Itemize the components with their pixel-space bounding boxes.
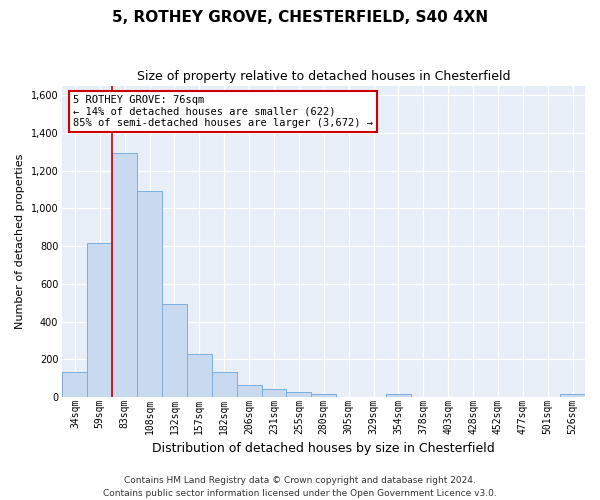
Bar (112, 152, 137, 397)
Title: Size of property relative to detached houses in Chesterfield: Size of property relative to detached ho… (137, 70, 511, 83)
Bar (286, 392, 311, 397)
Bar (212, 372, 236, 397)
X-axis label: Distribution of detached houses by size in Chesterfield: Distribution of detached houses by size … (152, 442, 495, 455)
Bar (311, 394, 336, 397)
Bar (187, 354, 212, 397)
Text: 5 ROTHEY GROVE: 76sqm
← 14% of detached houses are smaller (622)
85% of semi-det: 5 ROTHEY GROVE: 76sqm ← 14% of detached … (73, 95, 373, 128)
Bar (560, 394, 585, 397)
Text: 5, ROTHEY GROVE, CHESTERFIELD, S40 4XN: 5, ROTHEY GROVE, CHESTERFIELD, S40 4XN (112, 10, 488, 25)
Y-axis label: Number of detached properties: Number of detached properties (15, 154, 25, 329)
Bar (162, 304, 187, 397)
Bar (62, 372, 88, 397)
Bar (88, 243, 112, 397)
Text: Contains HM Land Registry data © Crown copyright and database right 2024.
Contai: Contains HM Land Registry data © Crown c… (103, 476, 497, 498)
Bar (236, 385, 262, 397)
Bar (262, 390, 286, 397)
Bar (137, 192, 162, 397)
Bar (386, 394, 411, 397)
